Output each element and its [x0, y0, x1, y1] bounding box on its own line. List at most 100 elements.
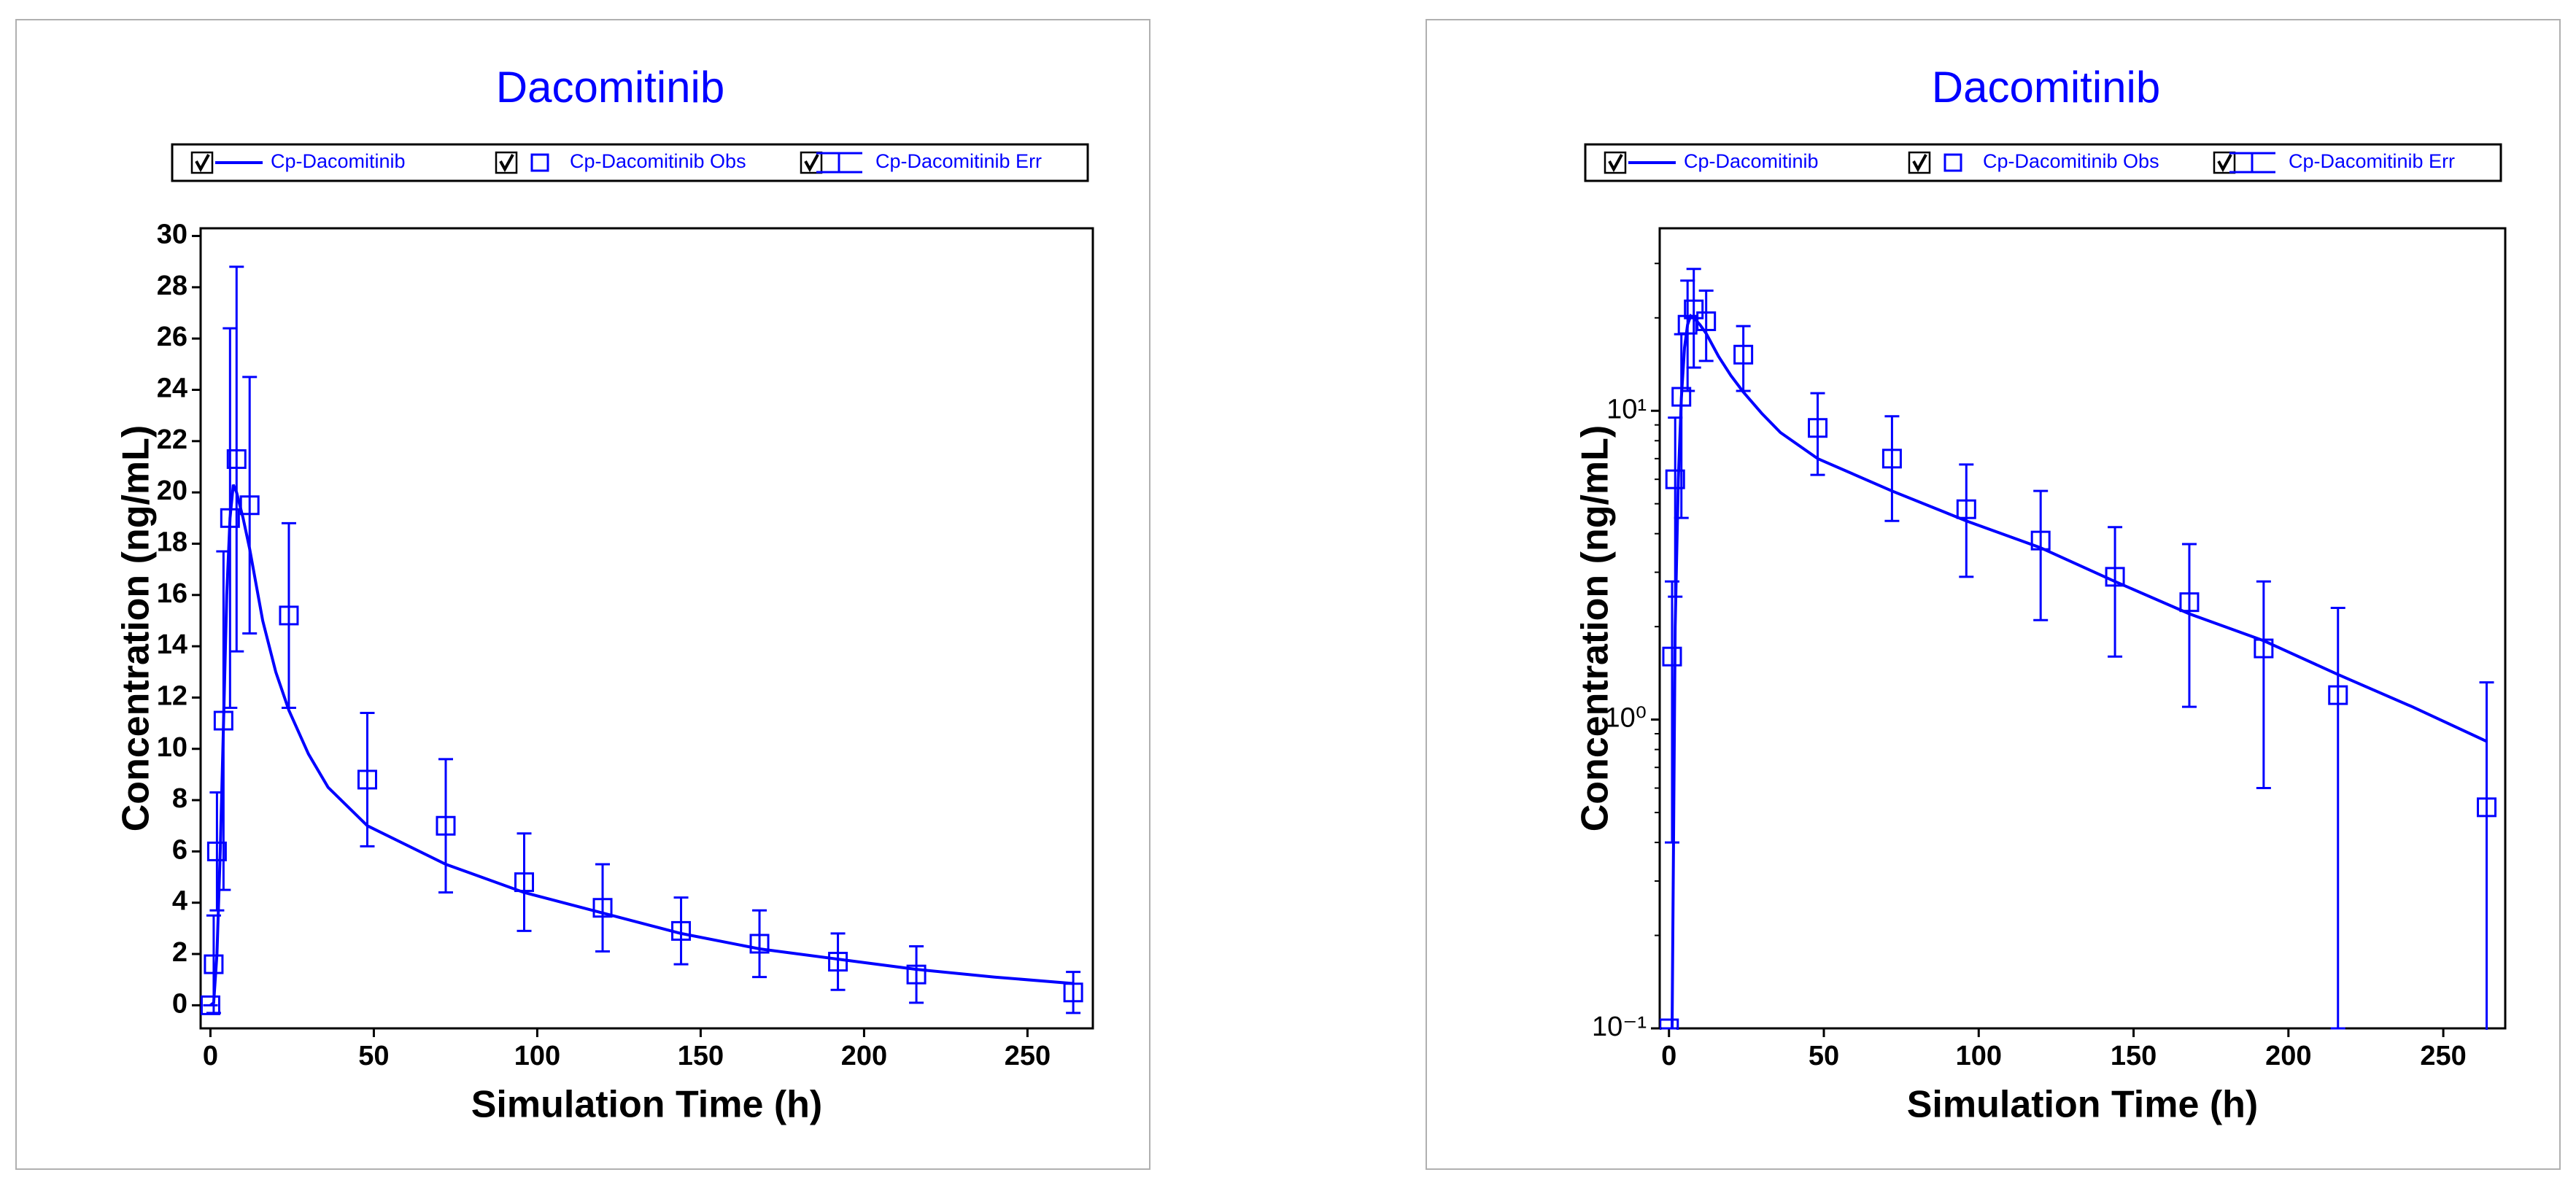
obs-point	[204, 954, 224, 974]
error-bar	[216, 550, 231, 891]
y-tick-label: 6	[172, 834, 187, 865]
obs-point	[1881, 449, 1902, 469]
obs-point	[1808, 418, 1828, 438]
error-bar	[752, 909, 767, 979]
y-tick-label: 4	[172, 886, 187, 917]
error-bar	[1959, 463, 1974, 578]
y-axis-label: Concentration (ng/mL)	[1574, 425, 1617, 832]
obs-point	[436, 815, 456, 836]
check-mark	[804, 154, 819, 173]
plot-frame	[1658, 227, 2507, 1030]
legend	[1584, 143, 2502, 182]
plot-frame	[199, 227, 1094, 1030]
chart-title: Dacomitinib	[1932, 63, 2160, 112]
error-bar	[2479, 681, 2494, 1030]
y-tick-label: 0	[172, 988, 187, 1019]
y-tick-label: 30	[157, 220, 187, 250]
error-bar	[673, 896, 689, 966]
obs-point	[279, 605, 299, 626]
error-bar	[281, 521, 296, 709]
obs-point	[749, 934, 770, 954]
legend-label: Cp-Dacomitinib	[1684, 150, 1819, 172]
legend-swatch	[816, 152, 862, 174]
legend	[171, 143, 1089, 182]
obs-point	[1660, 1018, 1679, 1030]
y-tick-label: 20	[157, 476, 187, 506]
obs-point	[906, 964, 927, 985]
error-bar	[1066, 971, 1081, 1015]
y-tick-label: 10¹	[1606, 394, 1647, 424]
x-tick-label: 250	[1005, 1041, 1051, 1071]
x-tick-label: 100	[514, 1041, 560, 1071]
y-tick-label: 2	[172, 937, 187, 968]
x-tick-label: 250	[2420, 1041, 2466, 1071]
x-axis-label: Simulation Time (h)	[1907, 1084, 2259, 1126]
obs-point	[1671, 387, 1692, 407]
panel	[1426, 19, 2561, 1170]
error-bar	[2256, 580, 2271, 790]
obs-point	[2179, 592, 2200, 613]
obs-point	[2328, 685, 2348, 705]
obs-point	[1956, 499, 1976, 519]
legend-item[interactable]: Cp-Dacomitinib Obs	[1908, 150, 2159, 174]
error-bar	[242, 376, 258, 635]
y-axis-label: Concentration (ng/mL)	[115, 425, 158, 832]
obs-point	[2477, 797, 2497, 818]
y-tick-label: 12	[157, 680, 187, 711]
legend-swatch	[530, 153, 549, 172]
legend-label: Cp-Dacomitinib Err	[875, 150, 1042, 172]
legend-label: Cp-Dacomitinib Err	[2289, 150, 2455, 172]
plot-area	[1660, 268, 2497, 1030]
error-bar	[1664, 580, 1679, 844]
error-bar	[206, 914, 221, 1015]
x-tick-label: 200	[841, 1041, 887, 1071]
chart-title: Dacomitinib	[496, 63, 724, 112]
y-tick-label: 18	[157, 527, 187, 558]
error-bar	[223, 327, 238, 709]
error-bar	[229, 265, 244, 653]
x-tick-label: 0	[203, 1041, 218, 1071]
obs-point	[1665, 469, 1685, 489]
y-tick-label: 10⁻¹	[1592, 1012, 1647, 1042]
error-bar	[1680, 279, 1695, 392]
legend-item[interactable]: Cp-Dacomitinib Err	[800, 150, 1042, 174]
error-bar	[2181, 543, 2197, 708]
obs-point	[1696, 311, 1717, 331]
y-tick-label: 24	[157, 373, 187, 404]
legend-item[interactable]: Cp-Dacomitinib	[1604, 150, 1819, 174]
x-tick-label: 150	[678, 1041, 724, 1071]
check-mark	[2217, 154, 2232, 173]
y-tick-label: 8	[172, 783, 187, 814]
legend-label: Cp-Dacomitinib Obs	[1983, 150, 2159, 172]
obs-point	[1684, 299, 1704, 319]
legend-swatch	[2229, 152, 2275, 174]
legend-item[interactable]: Cp-Dacomitinib Obs	[495, 150, 746, 174]
error-bar	[1736, 325, 1751, 392]
error-bar	[2330, 606, 2345, 1030]
obs-point	[671, 920, 692, 941]
x-tick-label: 150	[2111, 1041, 2157, 1071]
obs-point	[2030, 530, 2051, 551]
x-axis-label: Simulation Time (h)	[471, 1084, 823, 1126]
error-bar	[2108, 526, 2123, 658]
y-tick-label: 28	[157, 271, 187, 301]
error-bar	[2033, 489, 2049, 621]
obs-point	[2254, 638, 2274, 659]
y-tick-label: 14	[157, 629, 187, 660]
y-tick-label: 10⁰	[1604, 703, 1647, 734]
check-mark	[1912, 154, 1927, 173]
x-tick-label: 50	[358, 1041, 389, 1071]
error-bar	[1698, 289, 1714, 362]
obs-point	[514, 872, 535, 893]
legend-item[interactable]: Cp-Dacomitinib Err	[2213, 150, 2455, 174]
obs-point	[1662, 646, 1682, 667]
error-bar	[517, 832, 532, 932]
obs-point	[592, 898, 613, 918]
y-tick-label: 26	[157, 322, 187, 352]
obs-point	[1063, 982, 1083, 1003]
y-tick-label: 22	[157, 424, 187, 455]
obs-point	[357, 769, 377, 790]
legend-item[interactable]: Cp-Dacomitinib	[190, 150, 406, 174]
error-bar	[1668, 416, 1683, 598]
legend-label: Cp-Dacomitinib	[271, 150, 406, 172]
